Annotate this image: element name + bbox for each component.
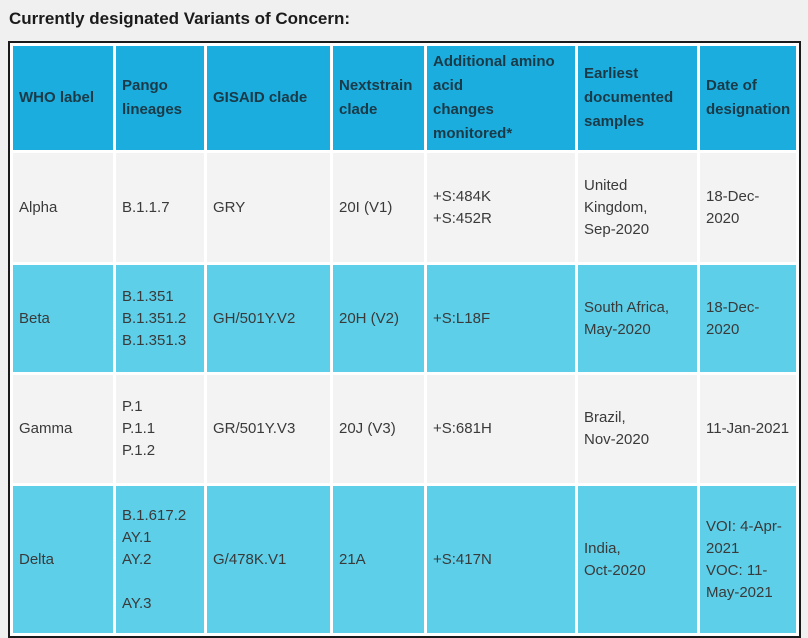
cell-pango-lineages: B.1.351 B.1.351.2 B.1.351.3: [116, 265, 204, 372]
cell-amino-acid-changes: +S:484K +S:452R: [427, 153, 575, 262]
table-row-delta: Delta B.1.617.2 AY.1 AY.2 AY.3 G/478K.V1…: [13, 486, 796, 633]
cell-amino-acid-changes: +S:681H: [427, 375, 575, 483]
cell-who-label: Delta: [13, 486, 113, 633]
cell-earliest-samples: United Kingdom, Sep-2020: [578, 153, 697, 262]
cell-nextstrain-clade: 20H (V2): [333, 265, 424, 372]
cell-nextstrain-clade: 21A: [333, 486, 424, 633]
cell-earliest-samples: India, Oct-2020: [578, 486, 697, 633]
header-row: WHO label Pango lineages GISAID clade Ne…: [13, 46, 796, 150]
cell-date-designation: VOI: 4-Apr-2021 VOC: 11-May-2021: [700, 486, 796, 633]
cell-earliest-samples: South Africa, May-2020: [578, 265, 697, 372]
cell-gisaid-clade: GH/501Y.V2: [207, 265, 330, 372]
table-row-beta: Beta B.1.351 B.1.351.2 B.1.351.3 GH/501Y…: [13, 265, 796, 372]
cell-earliest-samples: Brazil, Nov-2020: [578, 375, 697, 483]
cell-pango-lineages: B.1.617.2 AY.1 AY.2 AY.3: [116, 486, 204, 633]
column-header-amino-acid-changes: Additional amino acid changes monitored*: [427, 46, 575, 150]
column-header-gisaid-clade: GISAID clade: [207, 46, 330, 150]
table-row-alpha: Alpha B.1.1.7 GRY 20I (V1) +S:484K +S:45…: [13, 153, 796, 262]
cell-pango-lineages: B.1.1.7: [116, 153, 204, 262]
column-header-pango-lineages: Pango lineages: [116, 46, 204, 150]
cell-date-designation: 11-Jan-2021: [700, 375, 796, 483]
page-title: Currently designated Variants of Concern…: [9, 9, 351, 28]
cell-nextstrain-clade: 20J (V3): [333, 375, 424, 483]
cell-nextstrain-clade: 20I (V1): [333, 153, 424, 262]
cell-date-designation: 18-Dec-2020: [700, 153, 796, 262]
cell-who-label: Alpha: [13, 153, 113, 262]
table-row-gamma: Gamma P.1 P.1.1 P.1.2 GR/501Y.V3 20J (V3…: [13, 375, 796, 483]
column-header-date-designation: Date of designation: [700, 46, 796, 150]
column-header-earliest-samples: Earliest documented samples: [578, 46, 697, 150]
cell-amino-acid-changes: +S:417N: [427, 486, 575, 633]
cell-amino-acid-changes: +S:L18F: [427, 265, 575, 372]
cell-pango-lineages: P.1 P.1.1 P.1.2: [116, 375, 204, 483]
column-header-nextstrain-clade: Nextstrain clade: [333, 46, 424, 150]
cell-date-designation: 18-Dec-2020: [700, 265, 796, 372]
variants-of-concern-table: WHO label Pango lineages GISAID clade Ne…: [8, 41, 801, 638]
cell-gisaid-clade: GRY: [207, 153, 330, 262]
column-header-who-label: WHO label: [13, 46, 113, 150]
cell-gisaid-clade: G/478K.V1: [207, 486, 330, 633]
cell-gisaid-clade: GR/501Y.V3: [207, 375, 330, 483]
cell-who-label: Beta: [13, 265, 113, 372]
cell-who-label: Gamma: [13, 375, 113, 483]
